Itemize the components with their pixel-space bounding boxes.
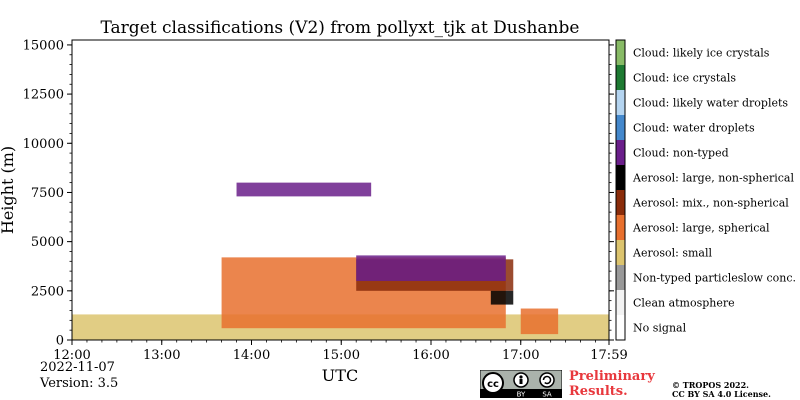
chart-title: Target classifications (V2) from pollyxt… (101, 18, 580, 38)
colorbar-label: Aerosol: large, non-spherical (632, 172, 794, 185)
colorbar-label: Non-typed particleslow conc. (633, 272, 796, 285)
preliminary-line-2: Results. (569, 384, 628, 399)
colorbar-frame (615, 39, 626, 341)
colorbar-swatch (616, 240, 625, 265)
y-tick-label: 7500 (31, 186, 64, 201)
data-region-5 (520, 308, 559, 335)
colorbar-swatch (616, 40, 625, 65)
colorbar-swatch (616, 165, 625, 190)
cc-badge-sa: SA (542, 391, 552, 399)
x-tick-label: 16:00 (412, 348, 449, 363)
colorbar-swatch (616, 315, 625, 340)
y-axis: 0 2500 5000 7500 10000 12500 15000 (23, 38, 614, 349)
x-tick-label: 17:00 (502, 348, 539, 363)
x-axis: 12:00 13:00 14:00 15:00 16:00 17:00 17:59 (53, 340, 628, 363)
cc-badge-cc: cc (487, 379, 499, 390)
y-tick-label: 0 (56, 334, 64, 349)
x-tick-label: 15:00 (323, 348, 360, 363)
colorbar-label: Aerosol: small (632, 247, 712, 260)
colorbar-swatch (616, 115, 625, 140)
copyright-line-1: © TROPOS 2022. (672, 380, 749, 390)
colorbar-label: Cloud: water droplets (633, 122, 755, 135)
data-region-3 (356, 255, 506, 281)
x-axis-label: UTC (322, 366, 358, 385)
plot-area (71, 39, 610, 341)
x-tick-label: 13:00 (143, 348, 180, 363)
copyright-line-2: CC BY SA 4.0 License. (672, 389, 771, 399)
x-tick-label: 12:00 (53, 348, 90, 363)
y-tick-label: 10000 (23, 137, 64, 152)
colorbar-swatch (616, 215, 625, 240)
colorbar-label: Cloud: non-typed (633, 147, 729, 160)
preliminary-line-1: Preliminary (569, 369, 655, 384)
version-label: Version: 3.5 (40, 376, 119, 391)
preliminary-results-label: Preliminary Results. (569, 369, 655, 399)
data-region-6 (490, 290, 514, 305)
colorbar-swatch (616, 190, 625, 215)
colorbar-label: Aerosol: large, spherical (632, 222, 770, 235)
cc-icon (482, 372, 504, 394)
cc-badge-by: BY (517, 391, 526, 399)
y-tick-label: 5000 (31, 235, 64, 250)
colorbar-swatch (616, 290, 625, 315)
y-tick-label: 15000 (23, 38, 64, 53)
colorbar: No signal Clean atmosphere Non-typed parti… (615, 39, 796, 341)
sa-icon (539, 372, 555, 388)
colorbar-label: Cloud: ice crystals (633, 72, 736, 85)
y-axis-label: Height (m) (0, 146, 17, 234)
x-tick-label: 17:59 (590, 348, 627, 363)
colorbar-label: Cloud: likely water droplets (633, 97, 788, 110)
colorbar-label: Aerosol: mix., non-spherical (632, 197, 789, 210)
colorbar-label: Clean atmosphere (633, 297, 735, 310)
y-tick-label: 2500 (31, 284, 64, 299)
cc-by-sa-badge: cc BY SA (480, 370, 562, 398)
colorbar-swatch (616, 140, 625, 165)
colorbar-label: No signal (633, 322, 687, 335)
copyright-notice: © TROPOS 2022. CC BY SA 4.0 License. (672, 381, 771, 399)
date-label: 2022-11-07 (40, 360, 115, 375)
y-tick-label: 12500 (23, 88, 64, 103)
colorbar-label: Cloud: likely ice crystals (633, 47, 770, 60)
x-tick-label: 14:00 (233, 348, 270, 363)
colorbar-swatch (616, 90, 625, 115)
colorbar-swatch (616, 65, 625, 90)
data-region-4 (236, 182, 372, 197)
data-layer (72, 182, 609, 340)
colorbar-swatch (616, 265, 625, 290)
